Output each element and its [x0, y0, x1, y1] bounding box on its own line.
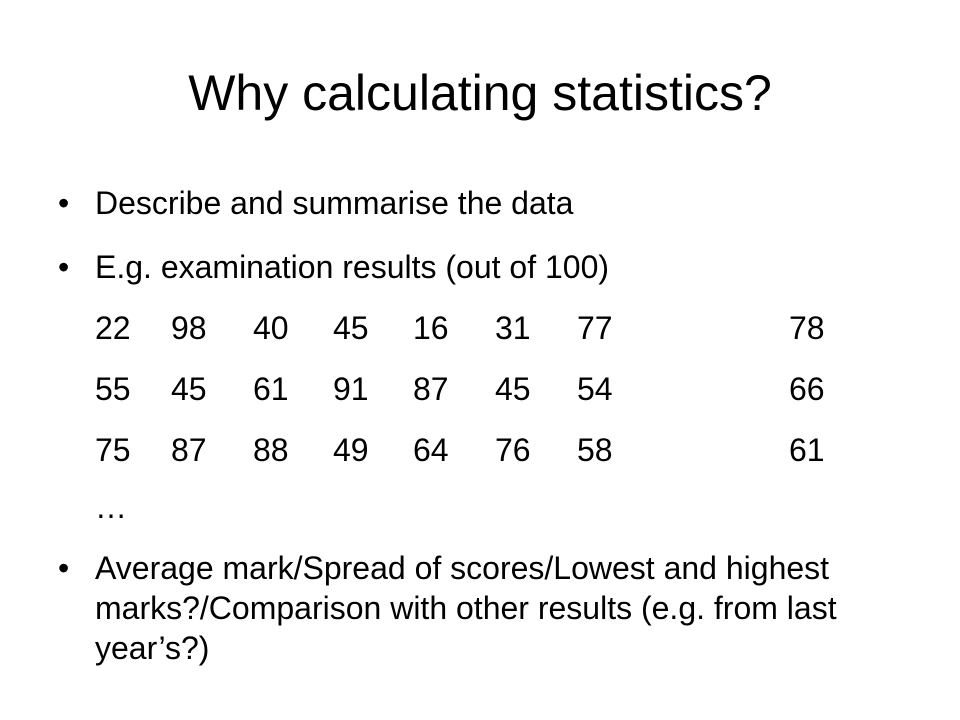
mark-value: 45: [171, 371, 207, 407]
mark-value: 45: [495, 371, 531, 407]
mark-value: 88: [253, 432, 289, 468]
mark-value: 31: [495, 310, 531, 346]
mark-value: 78: [789, 310, 825, 346]
slide-title: Why calculating statistics?: [188, 65, 772, 121]
mark-value: 61: [789, 432, 825, 468]
bullet-text: Describe and summarise the data: [95, 185, 574, 221]
bullet-example: • E.g. examination results (out of 100): [58, 247, 918, 287]
mark-value: 55: [95, 371, 131, 407]
mark-value: 87: [171, 432, 207, 468]
mark-value: 75: [95, 432, 131, 468]
mark-value: 98: [171, 310, 207, 346]
mark-value: 16: [413, 310, 449, 346]
mark-value: 66: [789, 371, 825, 407]
bullet-text: Average mark/Spread of scores/Lowest and…: [95, 550, 837, 666]
mark-value: 54: [577, 371, 613, 407]
mark-value: 58: [577, 432, 613, 468]
mark-value: 76: [495, 432, 531, 468]
mark-value: 40: [253, 310, 289, 346]
mark-value: 77: [577, 310, 613, 346]
bullet-text: E.g. examination results (out of 100): [95, 249, 610, 285]
mark-value: 61: [253, 371, 289, 407]
mark-value: 22: [95, 310, 131, 346]
mark-value: 91: [333, 371, 369, 407]
bullet-dot: •: [58, 185, 70, 221]
bullet-describe: • Describe and summarise the data: [58, 183, 918, 223]
bullet-dot: •: [58, 550, 70, 586]
mark-value: 45: [333, 310, 369, 346]
continuation-ellipsis: …: [95, 489, 127, 525]
bullet-questions: • Average mark/Spread of scores/Lowest a…: [58, 548, 918, 668]
mark-value: 87: [413, 371, 449, 407]
mark-value: 64: [413, 432, 449, 468]
bullet-dot: •: [58, 249, 70, 285]
mark-value: 49: [333, 432, 369, 468]
